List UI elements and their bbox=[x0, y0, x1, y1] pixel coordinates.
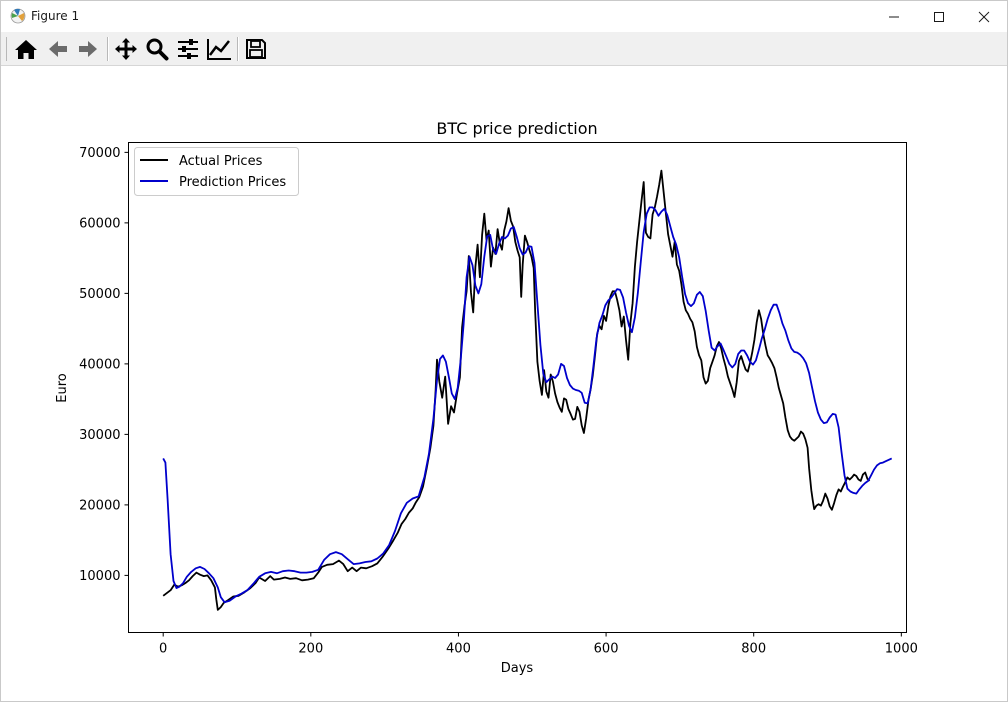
chart-title: BTC price prediction bbox=[436, 119, 597, 138]
forward-button[interactable] bbox=[74, 36, 102, 62]
save-button[interactable] bbox=[242, 36, 270, 62]
y-tick-label: 70000 bbox=[79, 146, 120, 161]
close-button[interactable] bbox=[961, 1, 1007, 32]
x-tick-label: 0 bbox=[159, 642, 167, 657]
y-tick-label: 20000 bbox=[79, 498, 120, 513]
x-tick-label: 1000 bbox=[885, 642, 918, 657]
maximize-icon bbox=[934, 11, 944, 22]
home-button[interactable] bbox=[12, 36, 40, 62]
y-tick-label: 30000 bbox=[79, 428, 120, 443]
close-icon bbox=[978, 11, 990, 22]
y-tick-label: 40000 bbox=[79, 357, 120, 372]
y-tick-label: 50000 bbox=[79, 287, 120, 302]
x-tick-label: 200 bbox=[298, 642, 323, 657]
y-tick-label: 60000 bbox=[79, 216, 120, 231]
x-axis-label: Days bbox=[501, 661, 534, 676]
y-tick-label: 10000 bbox=[79, 569, 120, 584]
legend-box bbox=[134, 147, 299, 196]
forward-icon bbox=[79, 41, 97, 57]
home-icon bbox=[15, 40, 37, 59]
minimize-button[interactable] bbox=[871, 1, 917, 32]
x-tick-label: 400 bbox=[446, 642, 471, 657]
x-tick-label: 600 bbox=[594, 642, 619, 657]
configure-subplots-icon bbox=[178, 39, 198, 59]
edit-axis-icon bbox=[207, 39, 231, 60]
configure-subplots-button[interactable] bbox=[174, 36, 202, 62]
zoom-icon bbox=[146, 38, 169, 61]
line-chart: BTC price prediction 0 200 400 600 800 1000 1… bbox=[55, 119, 918, 676]
back-button[interactable] bbox=[44, 36, 72, 62]
series-line-actual bbox=[162, 169, 871, 611]
legend-label-actual: Actual Prices bbox=[179, 154, 263, 169]
title-bar: Figure 1 bbox=[1, 1, 1007, 32]
figure-canvas[interactable]: BTC price prediction 0 200 400 600 800 1000 1… bbox=[1, 66, 1007, 701]
maximize-button[interactable] bbox=[916, 1, 962, 32]
navigation-toolbar bbox=[1, 32, 1007, 66]
x-tick-label: 800 bbox=[741, 642, 766, 657]
matplotlib-icon bbox=[10, 8, 26, 24]
minimize-icon bbox=[889, 16, 899, 17]
pan-icon bbox=[115, 38, 137, 60]
back-icon bbox=[49, 41, 67, 57]
zoom-button[interactable] bbox=[143, 36, 171, 62]
plot-area-frame bbox=[128, 142, 907, 633]
window-title: Figure 1 bbox=[31, 9, 80, 23]
pan-button[interactable] bbox=[112, 36, 140, 62]
edit-axis-button[interactable] bbox=[205, 36, 233, 62]
legend-label-prediction: Prediction Prices bbox=[179, 175, 286, 190]
y-axis-label: Euro bbox=[55, 373, 70, 403]
legend: Actual Prices Prediction Prices bbox=[134, 147, 299, 196]
save-icon bbox=[246, 39, 266, 59]
series-line-prediction bbox=[162, 206, 893, 604]
